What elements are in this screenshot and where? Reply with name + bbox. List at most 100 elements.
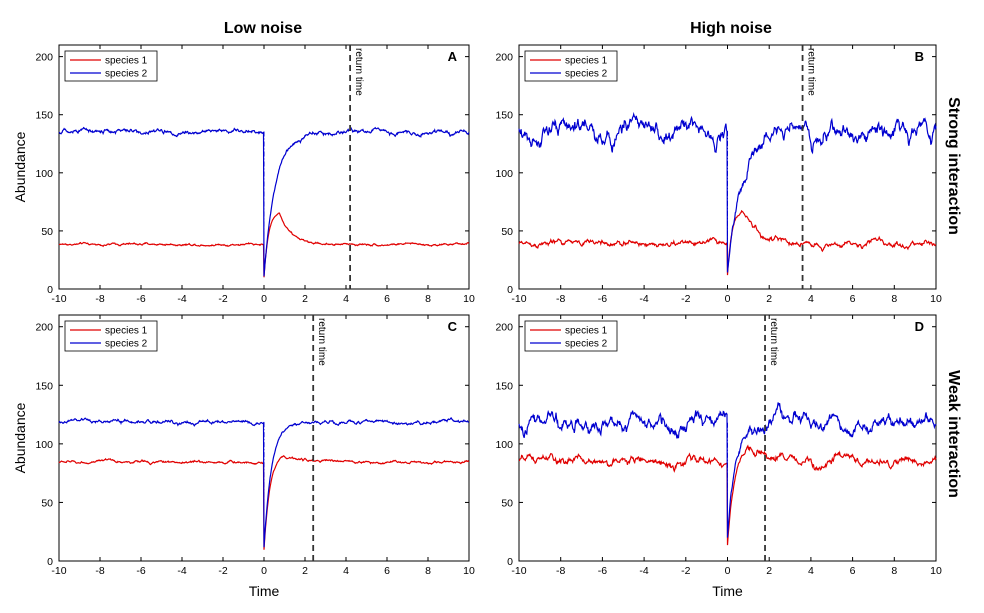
panel-letter: D [915,319,924,334]
x-tick-label: 6 [384,293,390,305]
x-tick-label: 0 [725,565,731,577]
x-axis-label: Time [249,583,280,599]
x-tick-label: 2 [302,293,308,305]
x-tick-label: -2 [681,293,690,305]
y-tick-label: 50 [501,497,513,509]
y-tick-label: 150 [35,110,53,122]
x-tick-label: -2 [218,293,227,305]
panel-a: -10 -8 -6 -4 -2 0 2 4 6 8 10050100150200Abundancer… [12,44,475,305]
legend: species 1 species 2 [64,50,158,82]
y-tick-label: 200 [495,322,513,334]
x-tick-label: -10 [511,293,526,305]
x-tick-label: -8 [556,293,565,305]
panel-letter: C [448,319,458,334]
y-tick-label: 0 [507,556,513,568]
x-tick-label: 2 [766,565,772,577]
x-tick-label: -4 [639,293,648,305]
legend-label-species-1: species 1 [565,56,608,67]
return-time-label: return time [353,48,364,96]
col-title-low-noise: Low noise [224,20,302,37]
x-tick-label: 4 [808,565,814,577]
legend-box [524,320,618,352]
x-tick-label: -8 [95,293,104,305]
return-time-label: return time [806,48,817,96]
legend-label-species-2: species 2 [565,339,608,350]
y-tick-label: 200 [35,52,53,64]
y-tick-label: 200 [35,322,53,334]
legend-label-species-1: species 1 [105,326,148,337]
y-tick-label: 150 [35,380,53,392]
x-tick-label: 10 [930,565,942,577]
x-tick-label: -6 [598,293,607,305]
x-tick-label: 10 [463,565,475,577]
y-tick-label: 100 [495,168,513,180]
row-title-weak-interaction: Weak interaction [945,370,962,498]
y-tick-label: 150 [495,110,513,122]
col-title-high-noise: High noise [690,20,772,37]
y-tick-label: 50 [41,226,53,238]
y-tick-label: 50 [41,497,53,509]
x-tick-label: 8 [891,565,897,577]
legend-label-species-1: species 1 [105,56,148,67]
x-tick-label: 2 [766,293,772,305]
legend: species 1 species 2 [524,320,618,352]
x-tick-label: -10 [51,565,66,577]
return-time-label: return time [316,318,327,366]
x-tick-label: -4 [177,293,186,305]
x-tick-label: -8 [95,565,104,577]
y-tick-label: 0 [47,284,53,296]
x-tick-label: 8 [425,565,431,577]
y-axis-label: Abundance [12,131,28,202]
series-species-2 [58,126,470,277]
legend-box [524,50,618,82]
x-tick-label: 4 [343,565,349,577]
x-tick-label: -8 [556,565,565,577]
y-tick-label: 200 [495,52,513,64]
legend-label-species-2: species 2 [105,69,148,80]
y-tick-label: 100 [35,439,53,451]
x-tick-label: -10 [51,293,66,305]
x-axis-label: Time [712,583,743,599]
x-tick-label: -2 [681,565,690,577]
legend-box [64,320,158,352]
panel-letter: A [448,49,458,64]
series-species-1 [518,444,937,546]
panel-letter: B [915,49,924,64]
row-title-strong-interaction: Strong interaction [945,97,962,235]
series-species-1 [518,209,936,276]
x-tick-label: -4 [639,565,648,577]
x-tick-label: 4 [808,293,814,305]
return-time-label: return time [768,318,779,366]
x-tick-label: 10 [930,293,942,305]
y-tick-label: 50 [501,226,513,238]
panel-c: -10 -8 -6 -4 -2 0 2 4 6 8 10050100150200AbundanceT… [12,314,475,599]
y-axis-label: Abundance [12,402,28,473]
x-tick-label: 2 [302,565,308,577]
legend-label-species-2: species 2 [105,339,148,350]
y-tick-label: 0 [47,556,53,568]
x-tick-label: 8 [891,293,897,305]
x-tick-label: 6 [850,565,856,577]
x-tick-label: 0 [261,565,267,577]
x-tick-label: 4 [343,293,349,305]
x-tick-label: 0 [725,293,731,305]
y-tick-label: 150 [495,380,513,392]
y-tick-label: 100 [495,439,513,451]
x-tick-label: -6 [598,565,607,577]
x-tick-label: 10 [463,293,475,305]
legend-label-species-2: species 2 [565,69,608,80]
x-tick-label: -6 [136,565,145,577]
legend: species 1 species 2 [64,320,158,352]
x-tick-label: 0 [261,293,267,305]
y-tick-label: 0 [507,284,513,296]
series-species-2 [518,402,937,538]
x-tick-label: 6 [850,293,856,305]
series-species-2 [518,111,937,273]
x-tick-label: 6 [384,565,390,577]
legend-label-species-1: species 1 [565,326,608,337]
series-species-2 [58,416,470,548]
x-tick-label: -6 [136,293,145,305]
x-tick-label: -2 [218,565,227,577]
